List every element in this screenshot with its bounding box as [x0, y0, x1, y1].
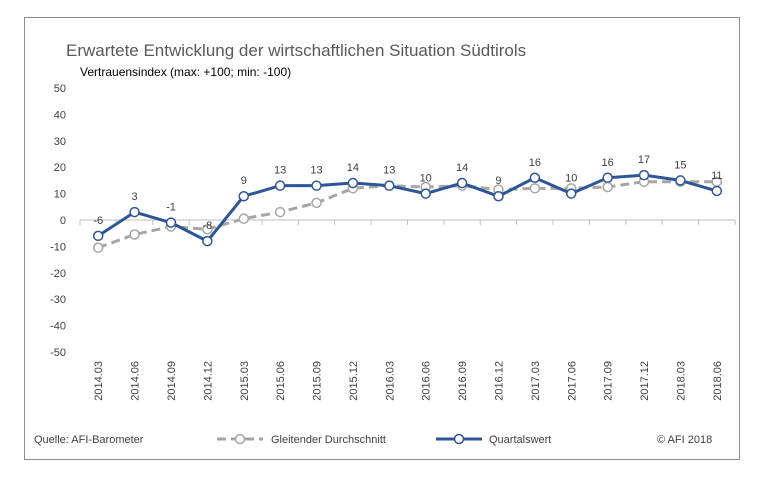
y-tick-label: -40: [50, 321, 66, 333]
data-label: -8: [202, 220, 212, 232]
data-label: 17: [638, 154, 650, 166]
x-tick-label: 2016.12: [493, 361, 505, 401]
data-label: 16: [529, 157, 541, 169]
y-tick-label: 10: [54, 189, 66, 201]
data-point-moving-average: [238, 213, 249, 224]
x-tick-label: 2016.03: [384, 361, 396, 401]
x-tick-label: 2017.09: [603, 361, 615, 401]
data-point-moving-average: [129, 229, 140, 240]
x-tick-label: 2015.12: [348, 361, 360, 401]
data-point-quarterly: [202, 235, 213, 247]
data-point-quarterly: [493, 190, 504, 202]
y-tick-label: 20: [54, 162, 66, 174]
data-label: 13: [310, 165, 322, 177]
x-tick-label: 2018.03: [675, 361, 687, 401]
x-tick-label: 2018.06: [712, 361, 724, 401]
legend-marker-moving-average: [234, 433, 246, 445]
x-tick-label: 2017.06: [566, 361, 578, 401]
data-label: -1: [166, 202, 176, 214]
data-point-quarterly: [384, 180, 395, 191]
data-point-quarterly: [566, 188, 577, 199]
y-tick-label: -50: [50, 347, 66, 359]
x-tick-label: 2017.12: [639, 361, 651, 401]
y-tick-label: 40: [54, 109, 66, 121]
data-point-moving-average: [92, 242, 104, 253]
data-label: 9: [495, 175, 501, 187]
data-point-quarterly: [129, 206, 140, 218]
x-tick-label: 2014.06: [130, 361, 142, 401]
data-point-quarterly: [347, 177, 359, 189]
data-point-moving-average: [274, 206, 286, 218]
data-point-quarterly: [711, 185, 723, 197]
x-tick-label: 2014.03: [93, 361, 105, 401]
data-label: 14: [456, 162, 468, 174]
data-point-quarterly: [274, 180, 286, 191]
y-tick-label: -30: [50, 294, 66, 306]
y-tick-label: -20: [50, 268, 66, 280]
y-tick-label: 30: [54, 136, 66, 148]
data-point-quarterly: [602, 172, 613, 184]
x-tick-label: 2016.06: [421, 361, 433, 401]
chart-title: Erwartete Entwicklung der wirtschaftlich…: [66, 41, 526, 60]
series-line-moving-average: [97, 180, 717, 250]
chart-subtitle: Vertrauensindex (max: +100; min: -100): [80, 65, 291, 79]
legend-label-quarterly: Quartalswert: [489, 434, 551, 446]
source-note: Quelle: AFI-Barometer: [34, 434, 144, 446]
legend-label-moving-average: Gleitender Durchschnitt: [271, 434, 386, 446]
line-chart: Erwartete Entwicklung der wirtschaftlich…: [34, 41, 736, 446]
legend-marker-quarterly: [453, 433, 465, 445]
data-point-quarterly: [456, 177, 468, 189]
data-point-quarterly: [92, 230, 104, 242]
x-tick-label: 2015.03: [239, 361, 251, 401]
data-label: 3: [132, 191, 138, 203]
x-tick-label: 2015.06: [275, 361, 287, 401]
data-label: 10: [420, 173, 432, 185]
x-tick-label: 2016.09: [457, 361, 469, 401]
data-point-quarterly: [638, 169, 650, 181]
x-tick-label: 2014.12: [202, 361, 214, 401]
x-tick-label: 2015.09: [312, 361, 324, 401]
data-label: 9: [241, 175, 247, 187]
data-point-moving-average: [529, 183, 541, 194]
data-label: 16: [602, 157, 614, 169]
chart-frame: Erwartete Entwicklung der wirtschaftlich…: [24, 17, 740, 460]
data-point-quarterly: [675, 175, 686, 186]
data-point-moving-average: [311, 197, 322, 209]
data-label: 15: [674, 159, 686, 171]
data-point-quarterly: [165, 217, 177, 228]
copyright-note: © AFI 2018: [657, 434, 712, 446]
data-label: 10: [565, 173, 577, 185]
data-label: 14: [347, 162, 359, 174]
x-tick-label: 2014.09: [166, 361, 178, 401]
y-tick-label: 50: [54, 83, 66, 95]
data-point-moving-average: [202, 223, 213, 235]
data-point-quarterly: [238, 190, 249, 202]
data-point-quarterly: [420, 188, 431, 199]
data-label: 13: [274, 165, 286, 177]
data-point-moving-average: [602, 181, 613, 193]
data-label: -6: [93, 215, 103, 227]
y-tick-label: -10: [50, 241, 66, 253]
y-tick-label: 0: [60, 215, 66, 227]
data-point-quarterly: [529, 172, 541, 184]
data-point-quarterly: [311, 180, 322, 191]
data-label: 13: [383, 165, 395, 177]
series-line-quarterly: [97, 173, 718, 243]
x-tick-label: 2017.03: [530, 361, 542, 401]
data-label: 11: [711, 170, 722, 182]
